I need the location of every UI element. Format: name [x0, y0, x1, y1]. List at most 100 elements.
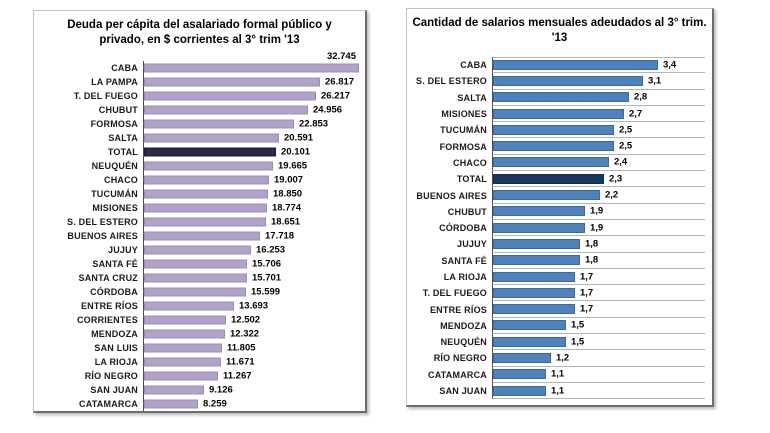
chart-row: SANTA CRUZ 15.701: [41, 271, 358, 285]
category-label: SANTA FÉ: [441, 255, 487, 266]
value-label: 19.007: [274, 174, 304, 186]
chart-row: TUCUMÁN 18.850: [41, 187, 358, 201]
row-plot: 19.665: [143, 159, 358, 173]
value-label: 9.126: [209, 384, 233, 396]
bar: [493, 92, 629, 103]
row-plot: 2,5: [492, 122, 705, 139]
value-label: 1,5: [571, 319, 585, 331]
chart-row: CHACO 19.007: [41, 173, 358, 187]
value-label: 1,8: [585, 254, 599, 266]
category-label: TOTAL: [456, 174, 487, 185]
chart-panel-debt-per-capita: Deuda per cápita del asalariado formal p…: [33, 10, 367, 413]
chart-title-line-1: Deuda per cápita del asalariado formal p…: [67, 19, 332, 31]
chart-row: CHUBUT 24.956: [41, 103, 358, 117]
row-plot: 1,1: [492, 366, 705, 383]
category-label: CATAMARCA: [79, 399, 138, 409]
value-label: 18.850: [273, 188, 303, 200]
category-label: TOTAL: [107, 147, 138, 157]
bar: [144, 231, 260, 241]
value-label: 15.599: [251, 286, 281, 298]
value-label: 2,2: [605, 189, 619, 201]
category-label: CABA: [111, 63, 138, 73]
category-label: CÓRDOBA: [90, 287, 138, 297]
row-plot: 1,9: [492, 219, 705, 237]
value-label: 32.745: [326, 51, 356, 62]
chart-row: JUJUY 1,8: [414, 236, 705, 253]
bar: [493, 60, 658, 71]
value-label: 1,7: [580, 287, 594, 299]
value-label: 1,9: [590, 222, 604, 234]
chart-row: LA RIOJA 1,7: [414, 268, 705, 286]
value-label: 20.101: [281, 146, 311, 158]
row-plot: 13.693: [143, 299, 358, 313]
value-label: 22.853: [299, 118, 329, 130]
chart-row: S. DEL ESTERO 18.651: [41, 215, 358, 229]
value-label: 11.805: [227, 342, 256, 354]
bar: [144, 133, 279, 143]
value-label: 2,4: [614, 156, 628, 168]
value-label: 3,4: [663, 59, 677, 71]
chart-row: ENTRE RÍOS 1,7: [414, 301, 705, 318]
value-label: 20.591: [284, 132, 314, 144]
chart-row: CÓRDOBA 1,9: [414, 219, 705, 237]
row-plot: 2,2: [492, 187, 705, 204]
chart-row: LA PAMPA 26.817: [41, 75, 358, 89]
row-plot: 1,7: [492, 268, 705, 286]
value-label: 2,7: [629, 108, 643, 120]
category-label: S. DEL ESTERO: [67, 217, 138, 227]
total-bar: [493, 173, 604, 184]
bar: [493, 336, 566, 347]
bar: [493, 320, 566, 331]
row-plot: 2,5: [492, 138, 705, 155]
value-label: 1,7: [580, 303, 594, 315]
chart-row: CATAMARCA 1,1: [414, 366, 705, 383]
chart-row: BUENOS AIRES 17.718: [41, 229, 358, 243]
row-plot: 17.718: [143, 229, 358, 243]
category-label: MISIONES: [92, 203, 138, 213]
value-label: 19.665: [278, 160, 308, 172]
row-plot: 2,8: [492, 89, 705, 106]
bar: [493, 222, 585, 233]
chart-row: CABA 3,4: [414, 57, 705, 74]
bar: [144, 259, 247, 269]
value-label: 13.693: [239, 300, 269, 312]
chart-title: Cantidad de salarios mensuales adeudados…: [407, 9, 712, 46]
row-plot: 20.101: [143, 145, 358, 159]
row-plot: 1,9: [492, 203, 705, 220]
row-plot: 1,8: [492, 252, 705, 269]
row-plot: 15.706: [143, 257, 358, 271]
category-label: LA RIOJA: [443, 272, 487, 282]
chart-row: LA RIOJA 11.671: [41, 355, 358, 369]
chart-row: RÍO NEGRO 1,2: [414, 350, 705, 367]
category-label: FORMOSA: [439, 141, 487, 152]
category-label: SAN LUIS: [94, 343, 138, 353]
row-plot: 26.217: [143, 89, 358, 103]
bar: [144, 175, 269, 185]
row-plot: 11.671: [143, 355, 358, 369]
row-plot: 1,5: [492, 317, 705, 335]
category-label: SALTA: [108, 133, 138, 143]
value-label: 18.651: [271, 216, 301, 228]
bar: [144, 287, 246, 297]
value-label: 3,1: [648, 75, 662, 87]
chart-row: S. DEL ESTERO 3,1: [414, 73, 705, 90]
category-label: CORRIENTES: [76, 315, 138, 325]
bar: [144, 63, 359, 73]
chart-row: MISIONES 2,7: [414, 105, 705, 123]
chart-row: CATAMARCA 8.259: [41, 397, 358, 411]
bar: [493, 75, 643, 86]
bar: [144, 329, 225, 339]
category-label: SALTA: [457, 92, 487, 103]
value-label: 12.502: [231, 314, 261, 326]
row-plot: 16.253: [143, 243, 358, 257]
bar: [144, 357, 221, 367]
value-label: 12.322: [230, 328, 260, 340]
chart-row: CHUBUT 1,9: [414, 203, 705, 220]
chart-row: FORMOSA 2,5: [414, 138, 705, 155]
bar: [493, 271, 575, 282]
chart-title: Deuda per cápita del asalariado formal p…: [34, 11, 365, 48]
row-plot: 20.591: [143, 131, 358, 145]
row-plot: 2,3: [492, 171, 705, 188]
row-plot: 1,7: [492, 301, 705, 318]
value-label: 16.253: [256, 244, 286, 256]
